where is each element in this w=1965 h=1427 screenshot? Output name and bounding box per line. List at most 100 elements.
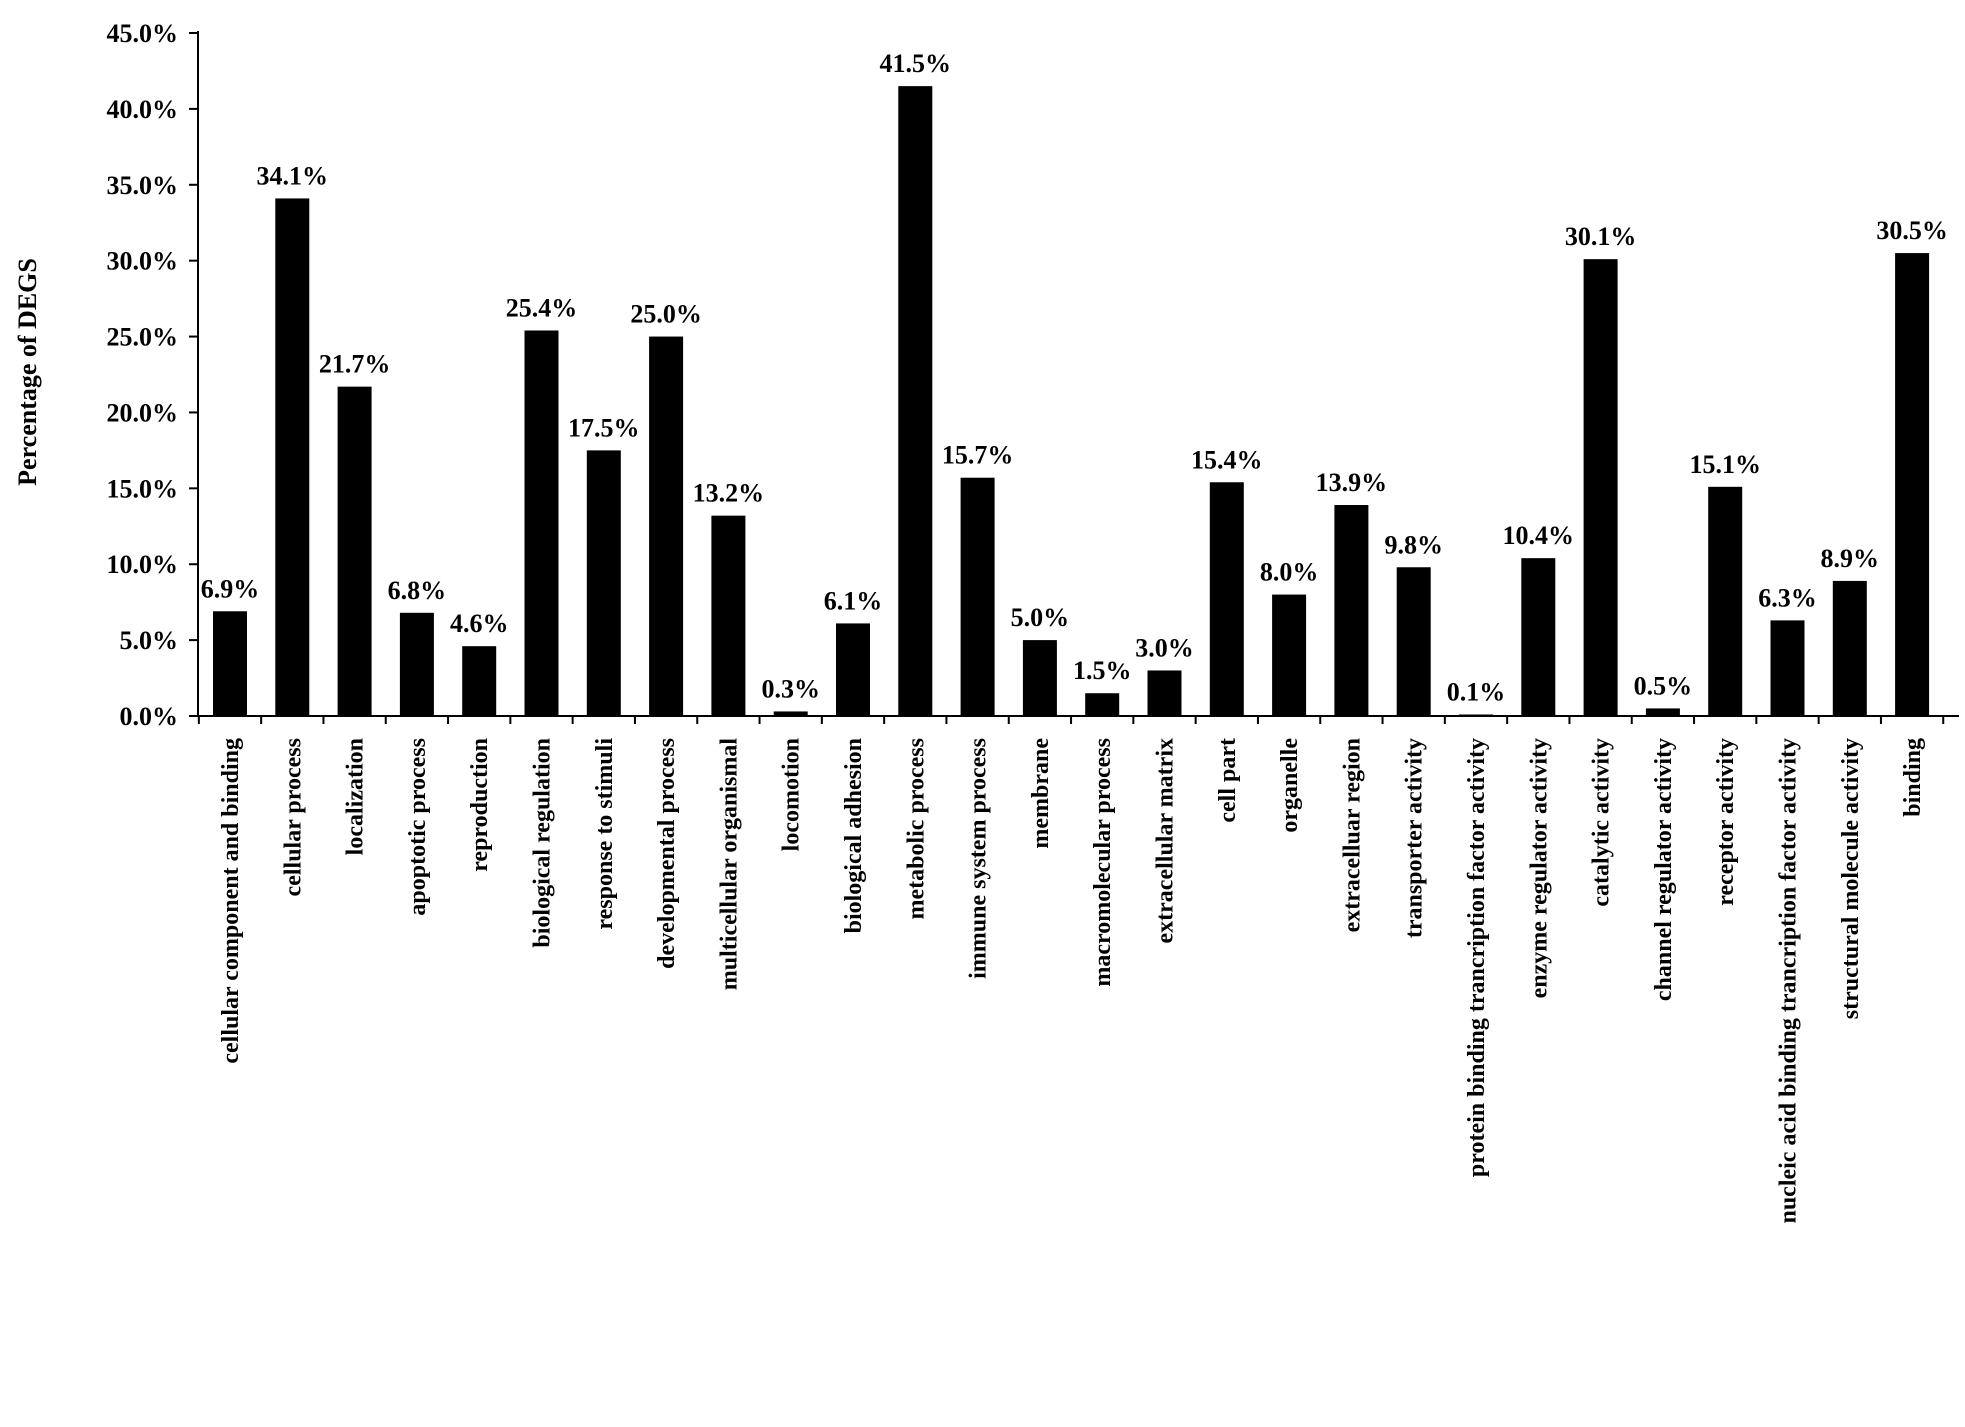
x-category-label: locomotion: [779, 738, 805, 851]
data-label-background: [871, 47, 960, 80]
x-category-label: localization: [343, 738, 369, 855]
y-tick-label: 15.0%: [107, 474, 179, 503]
data-label-background: [1245, 555, 1334, 588]
data-label: 15.7%: [942, 441, 1014, 470]
x-category-label: structural molecule activity: [1838, 738, 1864, 1019]
data-label: 15.1%: [1689, 450, 1761, 479]
data-label-background: [1556, 220, 1645, 253]
y-axis-ticks: 0.0% 5.0% 10.0% 15.0% 20.0% 25.0% 30.0% 35.0% 40…: [107, 19, 198, 731]
data-label-background: [1182, 443, 1271, 476]
data-label-background: [684, 476, 773, 509]
data-label: 8.0%: [1260, 558, 1319, 587]
data-label: 15.4%: [1191, 445, 1263, 474]
data-label: 5.0%: [1011, 603, 1070, 632]
bar: [1396, 567, 1431, 716]
data-label: 6.1%: [824, 586, 883, 615]
data-label: 25.4%: [506, 293, 578, 322]
x-category-label: macromolecular process: [1090, 738, 1116, 987]
data-label-background: [1307, 466, 1396, 499]
x-category-label: cellular component and binding: [218, 738, 244, 1064]
bar: [773, 711, 808, 716]
data-label: 41.5%: [880, 49, 952, 78]
data-label-background: [497, 291, 586, 324]
data-label: 17.5%: [568, 413, 640, 442]
bar: [649, 336, 684, 716]
bar: [1022, 640, 1057, 716]
data-label: 13.2%: [693, 479, 765, 508]
data-label-background: [1618, 669, 1707, 702]
data-label-background: [435, 607, 524, 640]
x-category-label: binding: [1900, 738, 1926, 817]
y-tick-label: 40.0%: [107, 95, 179, 124]
x-category-label: biological adhesion: [841, 738, 867, 933]
x-category-label: extracelluar region: [1339, 738, 1365, 932]
bars: [213, 86, 1930, 717]
bar: [898, 86, 933, 717]
x-category-label: membrane: [1028, 738, 1054, 849]
x-axis-category-labels: cellular component and binding cellular p…: [218, 738, 1926, 1224]
bar: [960, 477, 995, 716]
bar: [1272, 594, 1307, 716]
x-category-label: metabolic process: [903, 738, 929, 920]
data-label-background: [1432, 675, 1520, 708]
data-label-background: [1369, 528, 1458, 561]
y-axis-title: Percentage of DEGS: [13, 258, 42, 486]
bar: [836, 623, 870, 716]
data-label-background: [372, 573, 461, 606]
data-label: 25.0%: [630, 300, 702, 329]
x-category-label: developmental process: [654, 738, 680, 969]
data-label-background: [809, 584, 897, 617]
bar: [586, 450, 621, 716]
bar: [1832, 580, 1867, 716]
data-label: 0.3%: [761, 674, 820, 703]
bar: [524, 330, 559, 716]
bar: [711, 515, 746, 716]
bar: [1334, 505, 1369, 716]
data-label-background: [1494, 519, 1583, 552]
bar: [1645, 708, 1680, 716]
data-label-background: [933, 438, 1022, 471]
x-category-label: enzyme regulator activity: [1526, 738, 1552, 998]
bar: [1209, 482, 1244, 716]
data-label: 8.9%: [1821, 544, 1880, 573]
x-category-label: cell part: [1215, 738, 1241, 823]
x-category-label: protein binding trancription factor acti…: [1464, 738, 1490, 1177]
data-label-background: [310, 347, 399, 380]
data-label: 4.6%: [450, 609, 509, 638]
y-tick-label: 25.0%: [107, 323, 179, 352]
x-category-label: receptor activity: [1713, 738, 1739, 906]
x-category-label: apoptotic process: [405, 738, 431, 916]
x-category-label: catalytic activity: [1589, 738, 1615, 907]
bar: [399, 612, 434, 716]
data-label-background: [1681, 447, 1770, 480]
data-label-background: [1805, 541, 1894, 574]
data-label-background: [1868, 214, 1957, 247]
y-tick-label: 5.0%: [120, 626, 179, 655]
bar: [1147, 670, 1182, 716]
y-tick-label: 30.0%: [107, 247, 179, 276]
bar: [1770, 620, 1805, 716]
y-tick-label: 10.0%: [107, 550, 179, 579]
data-label: 30.1%: [1565, 222, 1637, 251]
data-label: 13.9%: [1316, 468, 1388, 497]
x-category-label: transporter activity: [1402, 738, 1428, 938]
x-category-label: response to stimuli: [592, 738, 618, 930]
data-labels: 6.9% 34.1% 21.7% 6.8%4.6% 25.4% 17.5% 25.0% 13.…: [186, 47, 1957, 708]
data-label: 30.5%: [1876, 216, 1948, 245]
data-label: 21.7%: [319, 350, 391, 379]
data-label: 6.9%: [201, 574, 260, 603]
data-label: 0.1%: [1447, 677, 1506, 706]
bar: [1521, 558, 1556, 716]
bar: [1583, 259, 1618, 716]
x-category-label: cellular process: [280, 738, 306, 896]
y-tick-label: 20.0%: [107, 398, 179, 427]
x-category-label: biological regulation: [530, 738, 556, 948]
y-tick-label: 45.0%: [107, 19, 179, 48]
x-category-label: immune system process: [966, 738, 992, 979]
y-tick-label: 0.0%: [120, 702, 179, 731]
bar: [213, 611, 247, 716]
x-category-label: extracellular matrix: [1153, 738, 1179, 943]
data-label: 0.5%: [1634, 671, 1693, 700]
x-category-label: channel regulator activity: [1651, 738, 1677, 1001]
